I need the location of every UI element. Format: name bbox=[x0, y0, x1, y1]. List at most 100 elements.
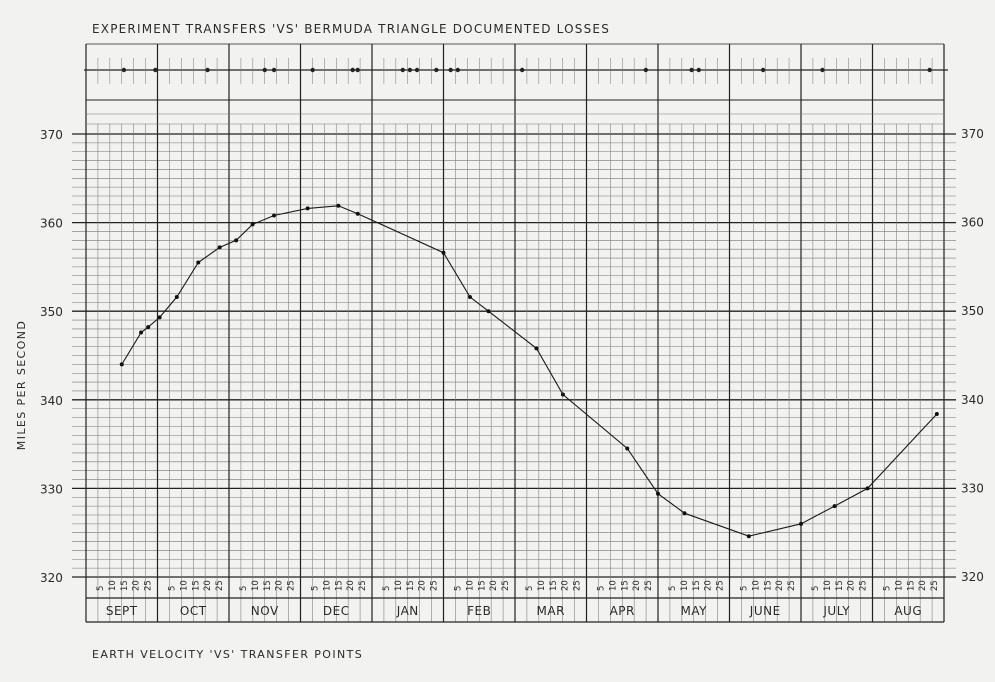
y-tick-label-left: 320 bbox=[40, 571, 63, 585]
day-tick-label: 5 bbox=[167, 586, 177, 591]
month-label: NOV bbox=[251, 604, 279, 618]
data-point bbox=[305, 206, 310, 211]
day-tick-label: 25 bbox=[573, 580, 583, 591]
data-point bbox=[336, 203, 341, 208]
data-point bbox=[832, 504, 837, 509]
month-label: AUG bbox=[894, 604, 922, 618]
day-tick-label: 25 bbox=[787, 580, 797, 591]
data-point bbox=[234, 238, 239, 243]
grid bbox=[72, 44, 956, 622]
day-tick-label: 10 bbox=[251, 580, 261, 591]
transfer-mark bbox=[400, 67, 405, 73]
y-tick-label-right: 330 bbox=[961, 481, 984, 495]
day-tick-label: 25 bbox=[358, 580, 368, 591]
transfer-mark bbox=[355, 67, 360, 73]
day-tick-label: 10 bbox=[823, 580, 833, 591]
day-tick-label: 5 bbox=[382, 586, 392, 591]
transfer-mark bbox=[407, 67, 413, 73]
month-label: DEC bbox=[323, 604, 350, 618]
day-tick-label: 10 bbox=[394, 580, 404, 591]
data-point bbox=[799, 521, 803, 526]
transfer-mark bbox=[696, 67, 701, 73]
day-tick-label: 25 bbox=[215, 580, 225, 591]
day-tick-label: 20 bbox=[704, 580, 714, 591]
day-tick-label: 20 bbox=[561, 580, 571, 591]
day-tick-label: 20 bbox=[203, 580, 213, 591]
day-tick-label: 20 bbox=[847, 580, 857, 591]
data-point bbox=[355, 211, 360, 216]
transfer-mark bbox=[820, 67, 825, 73]
transfer-mark bbox=[121, 67, 127, 73]
data-point bbox=[682, 511, 687, 516]
month-label: FEB bbox=[467, 604, 491, 618]
day-tick-label: 25 bbox=[716, 580, 726, 591]
day-tick-label: 10 bbox=[751, 580, 761, 591]
y-tick-label-right: 360 bbox=[961, 216, 984, 230]
chart-title: EXPERIMENT TRANSFERS 'VS' BERMUDA TRIANG… bbox=[92, 22, 610, 36]
data-point bbox=[560, 392, 565, 397]
day-tick-label: 20 bbox=[918, 580, 928, 591]
day-tick-label: 20 bbox=[275, 580, 285, 591]
transfer-mark bbox=[643, 67, 649, 73]
y-tick-label-right: 320 bbox=[961, 570, 984, 584]
day-tick-label: 20 bbox=[418, 580, 428, 591]
day-tick-label: 15 bbox=[906, 580, 916, 591]
day-tick-label: 15 bbox=[692, 580, 702, 591]
day-tick-label: 20 bbox=[632, 580, 642, 591]
transfer-mark bbox=[414, 67, 420, 73]
month-label: OCT bbox=[180, 604, 207, 618]
day-tick-label: 5 bbox=[668, 586, 678, 591]
data-point bbox=[746, 534, 751, 539]
month-label: SEPT bbox=[106, 604, 138, 618]
month-label: JULY bbox=[822, 604, 850, 618]
transfer-mark bbox=[153, 67, 158, 73]
day-tick-label: 10 bbox=[608, 580, 618, 591]
day-tick-label: 20 bbox=[132, 580, 142, 591]
month-label: JUNE bbox=[749, 604, 781, 618]
y-tick-label-right: 370 bbox=[961, 127, 984, 141]
transfer-mark bbox=[455, 67, 460, 73]
y-tick-label-left: 350 bbox=[40, 305, 63, 319]
y-tick-label-right: 340 bbox=[961, 393, 984, 407]
series-layer bbox=[119, 203, 939, 539]
day-tick-label: 25 bbox=[430, 580, 440, 591]
day-tick-label: 20 bbox=[775, 580, 785, 591]
series-line bbox=[121, 205, 938, 537]
data-point bbox=[174, 295, 179, 300]
data-point bbox=[157, 315, 162, 320]
month-label: JAN bbox=[396, 604, 419, 618]
day-tick-label: 10 bbox=[680, 580, 690, 591]
day-tick-label: 25 bbox=[930, 580, 940, 591]
y-tick-label-left: 370 bbox=[40, 128, 63, 142]
day-tick-label: 10 bbox=[537, 580, 547, 591]
day-tick-label: 10 bbox=[322, 580, 332, 591]
transfer-mark bbox=[760, 67, 766, 73]
y-tick-label-right: 350 bbox=[961, 304, 984, 318]
data-point bbox=[441, 250, 446, 255]
day-tick-label: 25 bbox=[644, 580, 654, 591]
day-tick-label: 5 bbox=[310, 586, 320, 591]
data-point bbox=[934, 411, 939, 416]
day-tick-label: 25 bbox=[144, 580, 154, 591]
day-tick-label: 15 bbox=[191, 580, 201, 591]
transfer-mark bbox=[434, 67, 439, 73]
day-tick-label: 15 bbox=[549, 580, 559, 591]
day-tick-label: 5 bbox=[882, 586, 892, 591]
data-point bbox=[534, 346, 539, 351]
data-point bbox=[217, 245, 222, 250]
transfer-mark bbox=[205, 67, 210, 73]
data-point bbox=[119, 362, 124, 367]
data-point bbox=[196, 260, 201, 265]
day-tick-label: 20 bbox=[346, 580, 356, 591]
day-tick-label: 5 bbox=[811, 586, 821, 591]
day-tick-label: 15 bbox=[120, 580, 130, 591]
transfer-mark bbox=[350, 67, 355, 73]
day-tick-label: 15 bbox=[763, 580, 773, 591]
transfer-mark bbox=[271, 67, 277, 73]
data-point bbox=[146, 325, 151, 330]
month-label: MAY bbox=[681, 604, 708, 618]
day-tick-label: 5 bbox=[239, 586, 249, 591]
y-tick-label-left: 340 bbox=[40, 394, 63, 408]
